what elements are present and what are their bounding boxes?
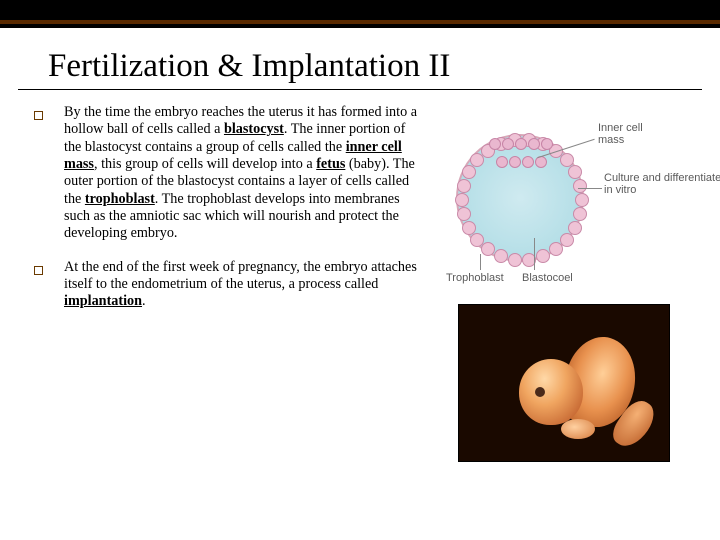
- leader-line: [534, 238, 535, 270]
- keyword-fetus: fetus: [316, 156, 345, 172]
- text: At the end of the first week of pregnanc…: [64, 259, 417, 292]
- label-inner-cell-mass: Inner cell mass: [598, 122, 643, 146]
- bullet-item: By the time the embryo reaches the uteru…: [34, 104, 424, 243]
- text: .: [142, 293, 146, 309]
- keyword-blastocyst: blastocyst: [224, 121, 284, 137]
- paragraph-1: By the time the embryo reaches the uteru…: [64, 104, 424, 243]
- page-title: Fertilization & Implantation II: [18, 28, 702, 90]
- label-trophoblast: Trophoblast: [446, 272, 504, 284]
- keyword-implantation: implantation: [64, 293, 142, 309]
- leader-line: [480, 254, 481, 270]
- embryo-image: [458, 304, 670, 462]
- content-area: By the time the embryo reaches the uteru…: [0, 104, 720, 326]
- figure-column: Inner cell mass Culture and differentiat…: [424, 104, 700, 326]
- keyword-trophoblast: trophoblast: [85, 191, 155, 207]
- bullet-marker: [34, 104, 64, 243]
- paragraph-2: At the end of the first week of pregnanc…: [64, 259, 424, 311]
- bullet-item: At the end of the first week of pregnanc…: [34, 259, 424, 311]
- text: , this group of cells will develop into …: [94, 156, 316, 172]
- bullet-marker: [34, 259, 64, 311]
- embryo-shape: [509, 323, 639, 443]
- label-blastocoel: Blastocoel: [522, 272, 573, 284]
- blastocyst-diagram: Inner cell mass Culture and differentiat…: [426, 98, 676, 288]
- title-bar: [0, 0, 720, 28]
- leader-line: [578, 188, 602, 189]
- text-column: By the time the embryo reaches the uteru…: [34, 104, 424, 326]
- label-culture: Culture and differentiate in vitro: [604, 172, 720, 196]
